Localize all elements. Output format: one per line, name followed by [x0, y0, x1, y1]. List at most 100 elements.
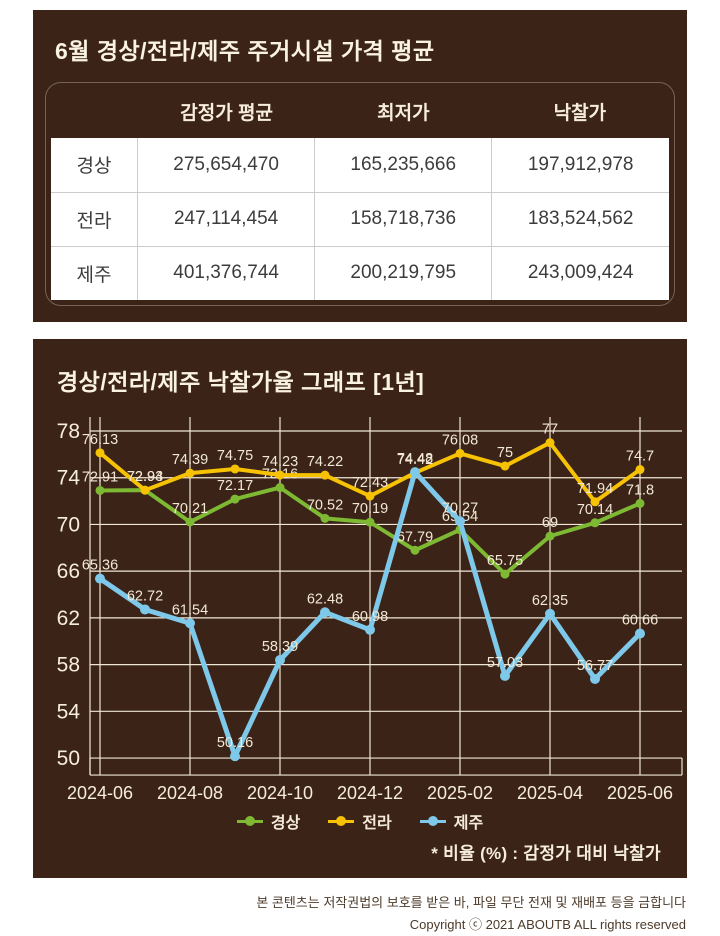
point-jeolla: [275, 470, 285, 480]
point-label-gyeongsang: 72.17: [217, 478, 253, 494]
copyright-footer: 본 콘텐츠는 저작권법의 보호를 받은 바, 파일 무단 전재 및 재배포 등을…: [0, 892, 686, 936]
y-tick-label: 78: [57, 420, 80, 443]
y-tick-label: 70: [57, 513, 80, 536]
table-row-전라: 전라 247,114,454 158,718,736 183,524,562: [51, 191, 669, 247]
point-label-jeolla: 74.39: [172, 452, 208, 468]
copyright-line-english: Copyright ⓒ 2021 ABOUTB ALL rights reser…: [409, 917, 686, 933]
point-jeju: [95, 573, 105, 584]
point-label-gyeongsang: 70.19: [352, 501, 388, 517]
price-table-column-headers: 감정가 평균 최저가 낙찰가: [46, 83, 674, 138]
point-label-jeju: 60.66: [622, 613, 658, 629]
value-cell: 197,912,978: [491, 138, 669, 193]
point-label-jeju: 70.27: [442, 500, 478, 516]
point-label-jeolla: 72.43: [352, 475, 388, 491]
price-table-title: 6월 경상/전라/제주 주거시설 가격 평균: [55, 38, 435, 64]
point-jeolla: [140, 485, 150, 495]
point-label-gyeongsang: 70.52: [307, 497, 343, 513]
point-label-gyeongsang: 72.91: [82, 469, 118, 485]
chart-title: 경상/전라/제주 낙찰가율 그래프 [1년]: [57, 369, 425, 395]
point-jeju: [365, 624, 375, 635]
point-label-jeolla: 74.42: [397, 452, 433, 468]
value-cell: 183,524,562: [491, 191, 669, 247]
y-tick-label: 54: [57, 700, 81, 723]
point-label-gyeongsang: 71.8: [626, 482, 654, 498]
price-table-outline: 감정가 평균 최저가 낙찰가 경상 275,654,470 165,235,666 1…: [45, 82, 675, 306]
point-label-jeolla: 74.7: [626, 449, 654, 465]
point-gyeongsang: [635, 498, 645, 508]
point-label-jeolla: 75: [497, 445, 513, 461]
point-gyeongsang: [590, 518, 600, 528]
point-label-jeju: 62.48: [307, 591, 343, 607]
price-table: 경상 275,654,470 165,235,666 197,912,978 전라 247…: [51, 138, 669, 300]
legend-marker-icon: [328, 816, 355, 826]
point-label-jeolla: 76.13: [82, 432, 118, 448]
point-label-jeju: 56.77: [577, 658, 613, 674]
point-gyeongsang: [500, 569, 510, 579]
x-tick-label: 2025-06: [607, 783, 673, 803]
chart-legend: 경상 전라 제주: [33, 809, 687, 833]
point-gyeongsang: [185, 517, 195, 527]
point-jeolla: [590, 497, 600, 507]
x-tick-label: 2024-08: [157, 783, 223, 803]
point-jeolla: [95, 448, 105, 458]
point-jeju: [140, 604, 150, 615]
legend-marker-icon: [419, 816, 446, 826]
column-header-winning: 낙찰가: [553, 103, 607, 124]
point-jeju: [230, 751, 240, 762]
point-jeolla: [500, 461, 510, 471]
x-tick-label: 2024-12: [337, 783, 403, 803]
point-jeju: [455, 516, 465, 527]
legend-label: 제주: [453, 815, 484, 832]
value-cell: 247,114,454: [137, 191, 316, 247]
point-jeju: [590, 673, 600, 684]
point-gyeongsang: [545, 531, 555, 541]
point-jeju: [545, 608, 555, 619]
legend-marker-icon: [236, 816, 263, 826]
point-gyeongsang: [230, 494, 240, 504]
point-jeolla: [545, 438, 555, 448]
point-jeju: [500, 670, 510, 681]
point-jeolla: [635, 465, 645, 475]
point-label-jeju: 62.35: [532, 593, 568, 609]
y-tick-label: 50: [57, 747, 80, 770]
point-label-gyeongsang: 65.75: [487, 553, 523, 569]
point-label-jeolla: 77: [542, 422, 558, 438]
point-label-jeju: 74.48: [397, 451, 433, 467]
y-tick-label: 62: [57, 607, 80, 630]
point-gyeongsang: [320, 513, 330, 523]
column-header-empty: [52, 98, 138, 125]
point-jeolla: [455, 448, 465, 458]
point-jeju: [320, 607, 330, 618]
point-gyeongsang: [275, 483, 285, 493]
point-jeju: [410, 467, 420, 478]
point-gyeongsang: [95, 485, 105, 495]
table-row-제주: 제주 401,376,744 200,219,795 243,009,424: [51, 245, 669, 300]
point-jeju: [635, 628, 645, 639]
price-summary-panel: 6월 경상/전라/제주 주거시설 가격 평균 감정가 평균 최저가 낙찰가 경상…: [33, 10, 687, 322]
point-jeolla: [230, 464, 240, 474]
point-gyeongsang: [365, 517, 375, 527]
value-cell: 243,009,424: [491, 245, 669, 300]
x-tick-label: 2024-06: [67, 783, 133, 803]
point-label-jeju: 65.36: [82, 558, 118, 574]
point-label-jeju: 57.03: [487, 655, 523, 671]
bid-rate-chart-panel: 경상/전라/제주 낙찰가율 그래프 [1년] 78 74 70 66 62 58 54 50 2…: [33, 339, 687, 878]
value-cell: 158,718,736: [314, 191, 493, 247]
x-tick-label: 2024-10: [247, 783, 313, 803]
point-jeolla: [320, 470, 330, 480]
point-label-gyeongsang: 70.21: [172, 501, 208, 517]
point-label-jeolla: 71.94: [577, 481, 613, 497]
point-jeolla: [185, 468, 195, 478]
value-cell: 401,376,744: [137, 245, 316, 300]
x-tick-label: 2025-02: [427, 783, 493, 803]
point-label-jeju: 50.16: [217, 735, 253, 751]
y-tick-label: 66: [57, 560, 80, 583]
point-label-jeolla: 74.75: [217, 448, 253, 464]
region-cell: 경상: [51, 138, 139, 193]
region-cell: 제주: [51, 245, 139, 300]
y-tick-label: 58: [57, 654, 80, 677]
copyright-line-korean: 본 콘텐츠는 저작권법의 보호를 받은 바, 파일 무단 전재 및 재배포 등을…: [256, 895, 686, 910]
point-jeju: [275, 655, 285, 666]
value-cell: 165,235,666: [314, 138, 493, 193]
point-label-jeju: 61.54: [172, 602, 208, 618]
